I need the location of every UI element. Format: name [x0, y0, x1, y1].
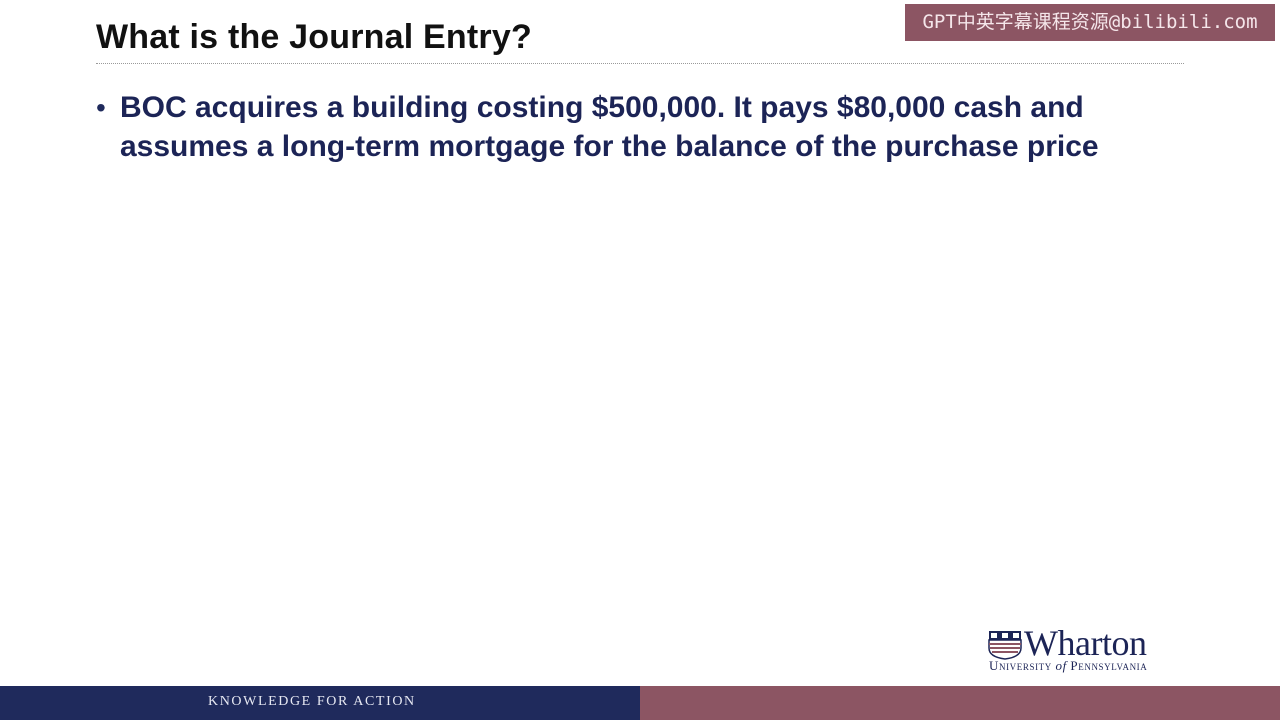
university-line: University of Pennsylvania: [989, 658, 1147, 674]
university-word: University: [989, 658, 1052, 673]
wharton-wordmark: Wharton: [1024, 623, 1147, 663]
penn-shield-icon: [988, 631, 1022, 660]
title-divider: [96, 63, 1184, 64]
bullet-list: • BOC acquires a building costing $500,0…: [96, 88, 1196, 166]
wharton-logo: Wharton University of Pennsylvania: [988, 623, 1193, 676]
slide-title: What is the Journal Entry?: [96, 18, 532, 56]
of-word: of: [1055, 658, 1067, 673]
footer-bar: KNOWLEDGE FOR ACTION: [0, 686, 1280, 720]
bullet-item: • BOC acquires a building costing $500,0…: [96, 88, 1196, 166]
watermark-banner: GPT中英字幕课程资源@bilibili.com: [905, 4, 1275, 41]
footer-maroon-band: [640, 686, 1280, 720]
bullet-text: BOC acquires a building costing $500,000…: [120, 91, 1099, 163]
pennsylvania-word: Pennsylvania: [1070, 658, 1148, 673]
bullet-dot-icon: •: [96, 92, 106, 123]
footer-navy-band: KNOWLEDGE FOR ACTION: [0, 686, 640, 720]
footer-tagline: KNOWLEDGE FOR ACTION: [208, 694, 416, 709]
